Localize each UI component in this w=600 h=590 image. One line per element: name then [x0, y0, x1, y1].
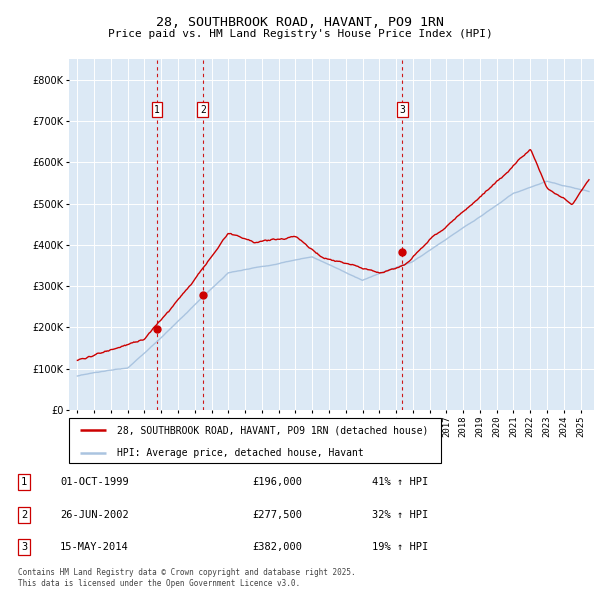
Text: Price paid vs. HM Land Registry's House Price Index (HPI): Price paid vs. HM Land Registry's House …	[107, 30, 493, 39]
Text: Contains HM Land Registry data © Crown copyright and database right 2025.
This d: Contains HM Land Registry data © Crown c…	[18, 568, 356, 588]
Text: 32% ↑ HPI: 32% ↑ HPI	[372, 510, 428, 520]
Text: £277,500: £277,500	[252, 510, 302, 520]
Text: £382,000: £382,000	[252, 542, 302, 552]
Text: 28, SOUTHBROOK ROAD, HAVANT, PO9 1RN: 28, SOUTHBROOK ROAD, HAVANT, PO9 1RN	[156, 16, 444, 29]
Text: 26-JUN-2002: 26-JUN-2002	[60, 510, 129, 520]
Text: HPI: Average price, detached house, Havant: HPI: Average price, detached house, Hava…	[118, 448, 364, 458]
Text: 1: 1	[21, 477, 27, 487]
FancyBboxPatch shape	[69, 418, 441, 463]
Text: £196,000: £196,000	[252, 477, 302, 487]
Text: 41% ↑ HPI: 41% ↑ HPI	[372, 477, 428, 487]
Text: 15-MAY-2014: 15-MAY-2014	[60, 542, 129, 552]
Text: 3: 3	[400, 105, 405, 115]
Text: 1: 1	[154, 105, 160, 115]
Text: 3: 3	[21, 542, 27, 552]
Text: 28, SOUTHBROOK ROAD, HAVANT, PO9 1RN (detached house): 28, SOUTHBROOK ROAD, HAVANT, PO9 1RN (de…	[118, 425, 429, 435]
Text: 01-OCT-1999: 01-OCT-1999	[60, 477, 129, 487]
Text: 2: 2	[200, 105, 206, 115]
Text: 19% ↑ HPI: 19% ↑ HPI	[372, 542, 428, 552]
Text: 2: 2	[21, 510, 27, 520]
